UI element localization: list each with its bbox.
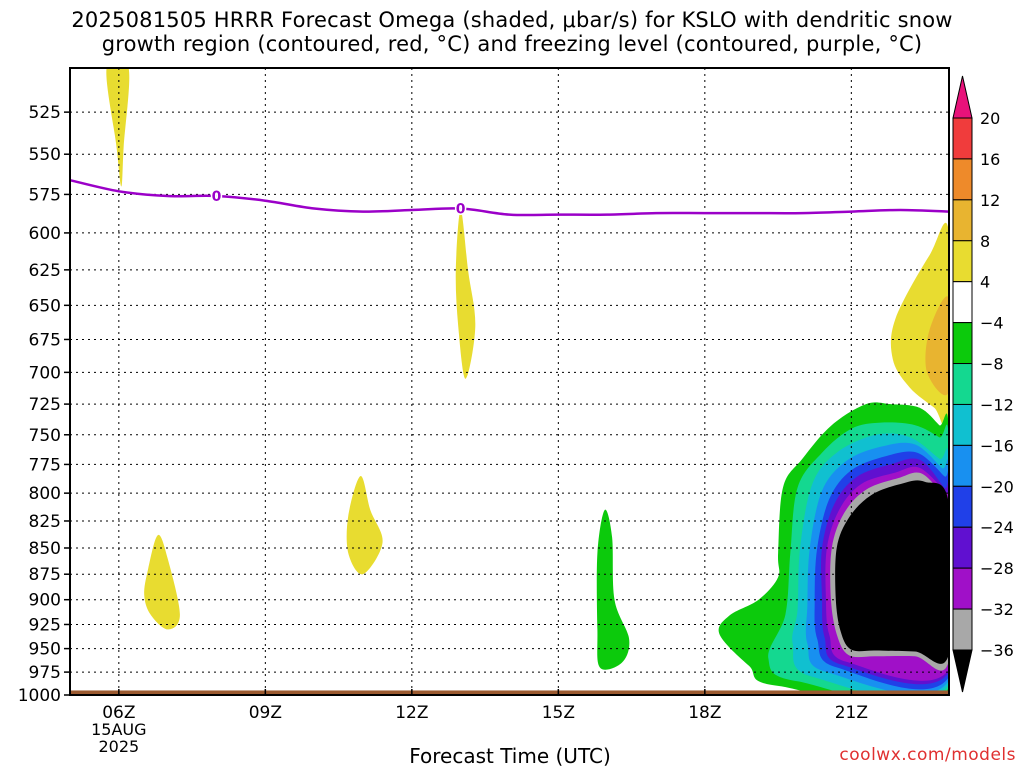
shaded-omega-regions: [106, 68, 949, 695]
surface-fill: [70, 690, 949, 695]
y-tick-label: 1000: [18, 686, 61, 706]
colorbar-label: 16: [980, 150, 1000, 169]
y-tick-label: 975: [29, 663, 61, 683]
colorbar-label: −20: [980, 477, 1014, 496]
colorbar-bin: [952, 322, 973, 365]
colorbar-bin: [952, 567, 973, 610]
y-tick-label: 875: [29, 565, 61, 585]
y-axis: 525 550 575 600 625 650 675 700 725 750 775 800 825 8…: [18, 103, 70, 706]
y-tick-label: 800: [29, 484, 61, 504]
colorbar-label: −4: [980, 314, 1004, 333]
colorbar-label: −8: [980, 355, 1004, 374]
x-tick-label: 15Z: [542, 703, 575, 723]
credit-text: coolwx.com/models: [839, 745, 1016, 765]
colorbar-label: −28: [980, 559, 1014, 578]
y-tick-label: 625: [29, 261, 61, 281]
x-tick-label: 12Z: [395, 703, 428, 723]
y-tick-label: 550: [29, 145, 61, 165]
colorbar-bin: [952, 403, 973, 446]
y-tick-label: 600: [29, 224, 61, 244]
y-tick-label: 575: [29, 185, 61, 205]
surface-band: [70, 690, 949, 695]
y-tick-label: 850: [29, 539, 61, 559]
omega-region: [835, 480, 949, 664]
y-tick-label: 925: [29, 615, 61, 635]
colorbar-label: −12: [980, 395, 1014, 414]
colorbar-bin: [952, 608, 973, 651]
colorbar-bin: [952, 526, 973, 569]
colorbar-bin: [952, 444, 973, 487]
colorbar-label: 8: [980, 232, 990, 251]
y-tick-label: 700: [29, 363, 61, 383]
freezing-level-label: 0: [456, 201, 466, 217]
colorbar-label: −24: [980, 518, 1014, 537]
colorbar-label: 20: [980, 109, 1000, 128]
y-tick-label: 675: [29, 330, 61, 350]
colorbar-bin: [952, 199, 973, 242]
x-tick-label: 09Z: [249, 703, 282, 723]
colorbar-bin: [952, 240, 973, 283]
omega-region: [346, 475, 383, 575]
freezing-level-contour: 00: [69, 178, 950, 219]
colorbar-label: −32: [980, 600, 1014, 619]
omega-region: [925, 296, 949, 396]
colorbar: 20 16 12 8 4 −4 −8 −12 −16 −20 −24 −28 −32 −36: [952, 75, 1014, 693]
colorbar-label: 12: [980, 191, 1000, 210]
colorbar-label: −16: [980, 436, 1014, 455]
x-tick-label: 18Z: [688, 703, 721, 723]
omega-region: [144, 534, 180, 630]
colorbar-bin: [952, 485, 973, 528]
colorbar-bottom-triangle: [952, 649, 973, 693]
y-tick-label: 525: [29, 103, 61, 123]
chart-title-line1: 2025081505 HRRR Forecast Omega (shaded, …: [71, 8, 953, 32]
x-date-label: 2025: [98, 737, 139, 756]
chart-title-line2: growth region (contoured, red, °C) and f…: [101, 32, 923, 56]
colorbar-bin: [952, 281, 973, 324]
colorbar-label: 4: [980, 273, 990, 292]
chart-title: 2025081505 HRRR Forecast Omega (shaded, …: [0, 8, 1024, 56]
colorbar-bin: [952, 363, 973, 405]
y-tick-label: 775: [29, 455, 61, 475]
grid-lines: [70, 68, 949, 695]
x-tick-label: 06Z: [102, 703, 135, 723]
omega-region: [455, 210, 476, 379]
x-date-label: 15AUG: [91, 720, 146, 739]
omega-region: [106, 68, 130, 187]
y-tick-label: 650: [29, 296, 61, 316]
colorbar-top-triangle: [952, 75, 973, 119]
colorbar-label: −36: [980, 641, 1014, 660]
x-tick-label: 21Z: [835, 703, 868, 723]
freezing-level-label: 0: [212, 189, 222, 205]
y-tick-label: 750: [29, 426, 61, 446]
colorbar-bin: [952, 158, 973, 201]
y-tick-label: 950: [29, 640, 61, 660]
y-tick-label: 725: [29, 395, 61, 415]
colorbar-bin: [952, 117, 973, 160]
y-tick-label: 825: [29, 512, 61, 532]
freezing-level-line: [69, 178, 950, 217]
plot-frame: [69, 67, 950, 696]
x-axis-label: Forecast Time (UTC): [409, 744, 611, 768]
y-tick-label: 900: [29, 591, 61, 611]
omega-region: [596, 509, 630, 670]
